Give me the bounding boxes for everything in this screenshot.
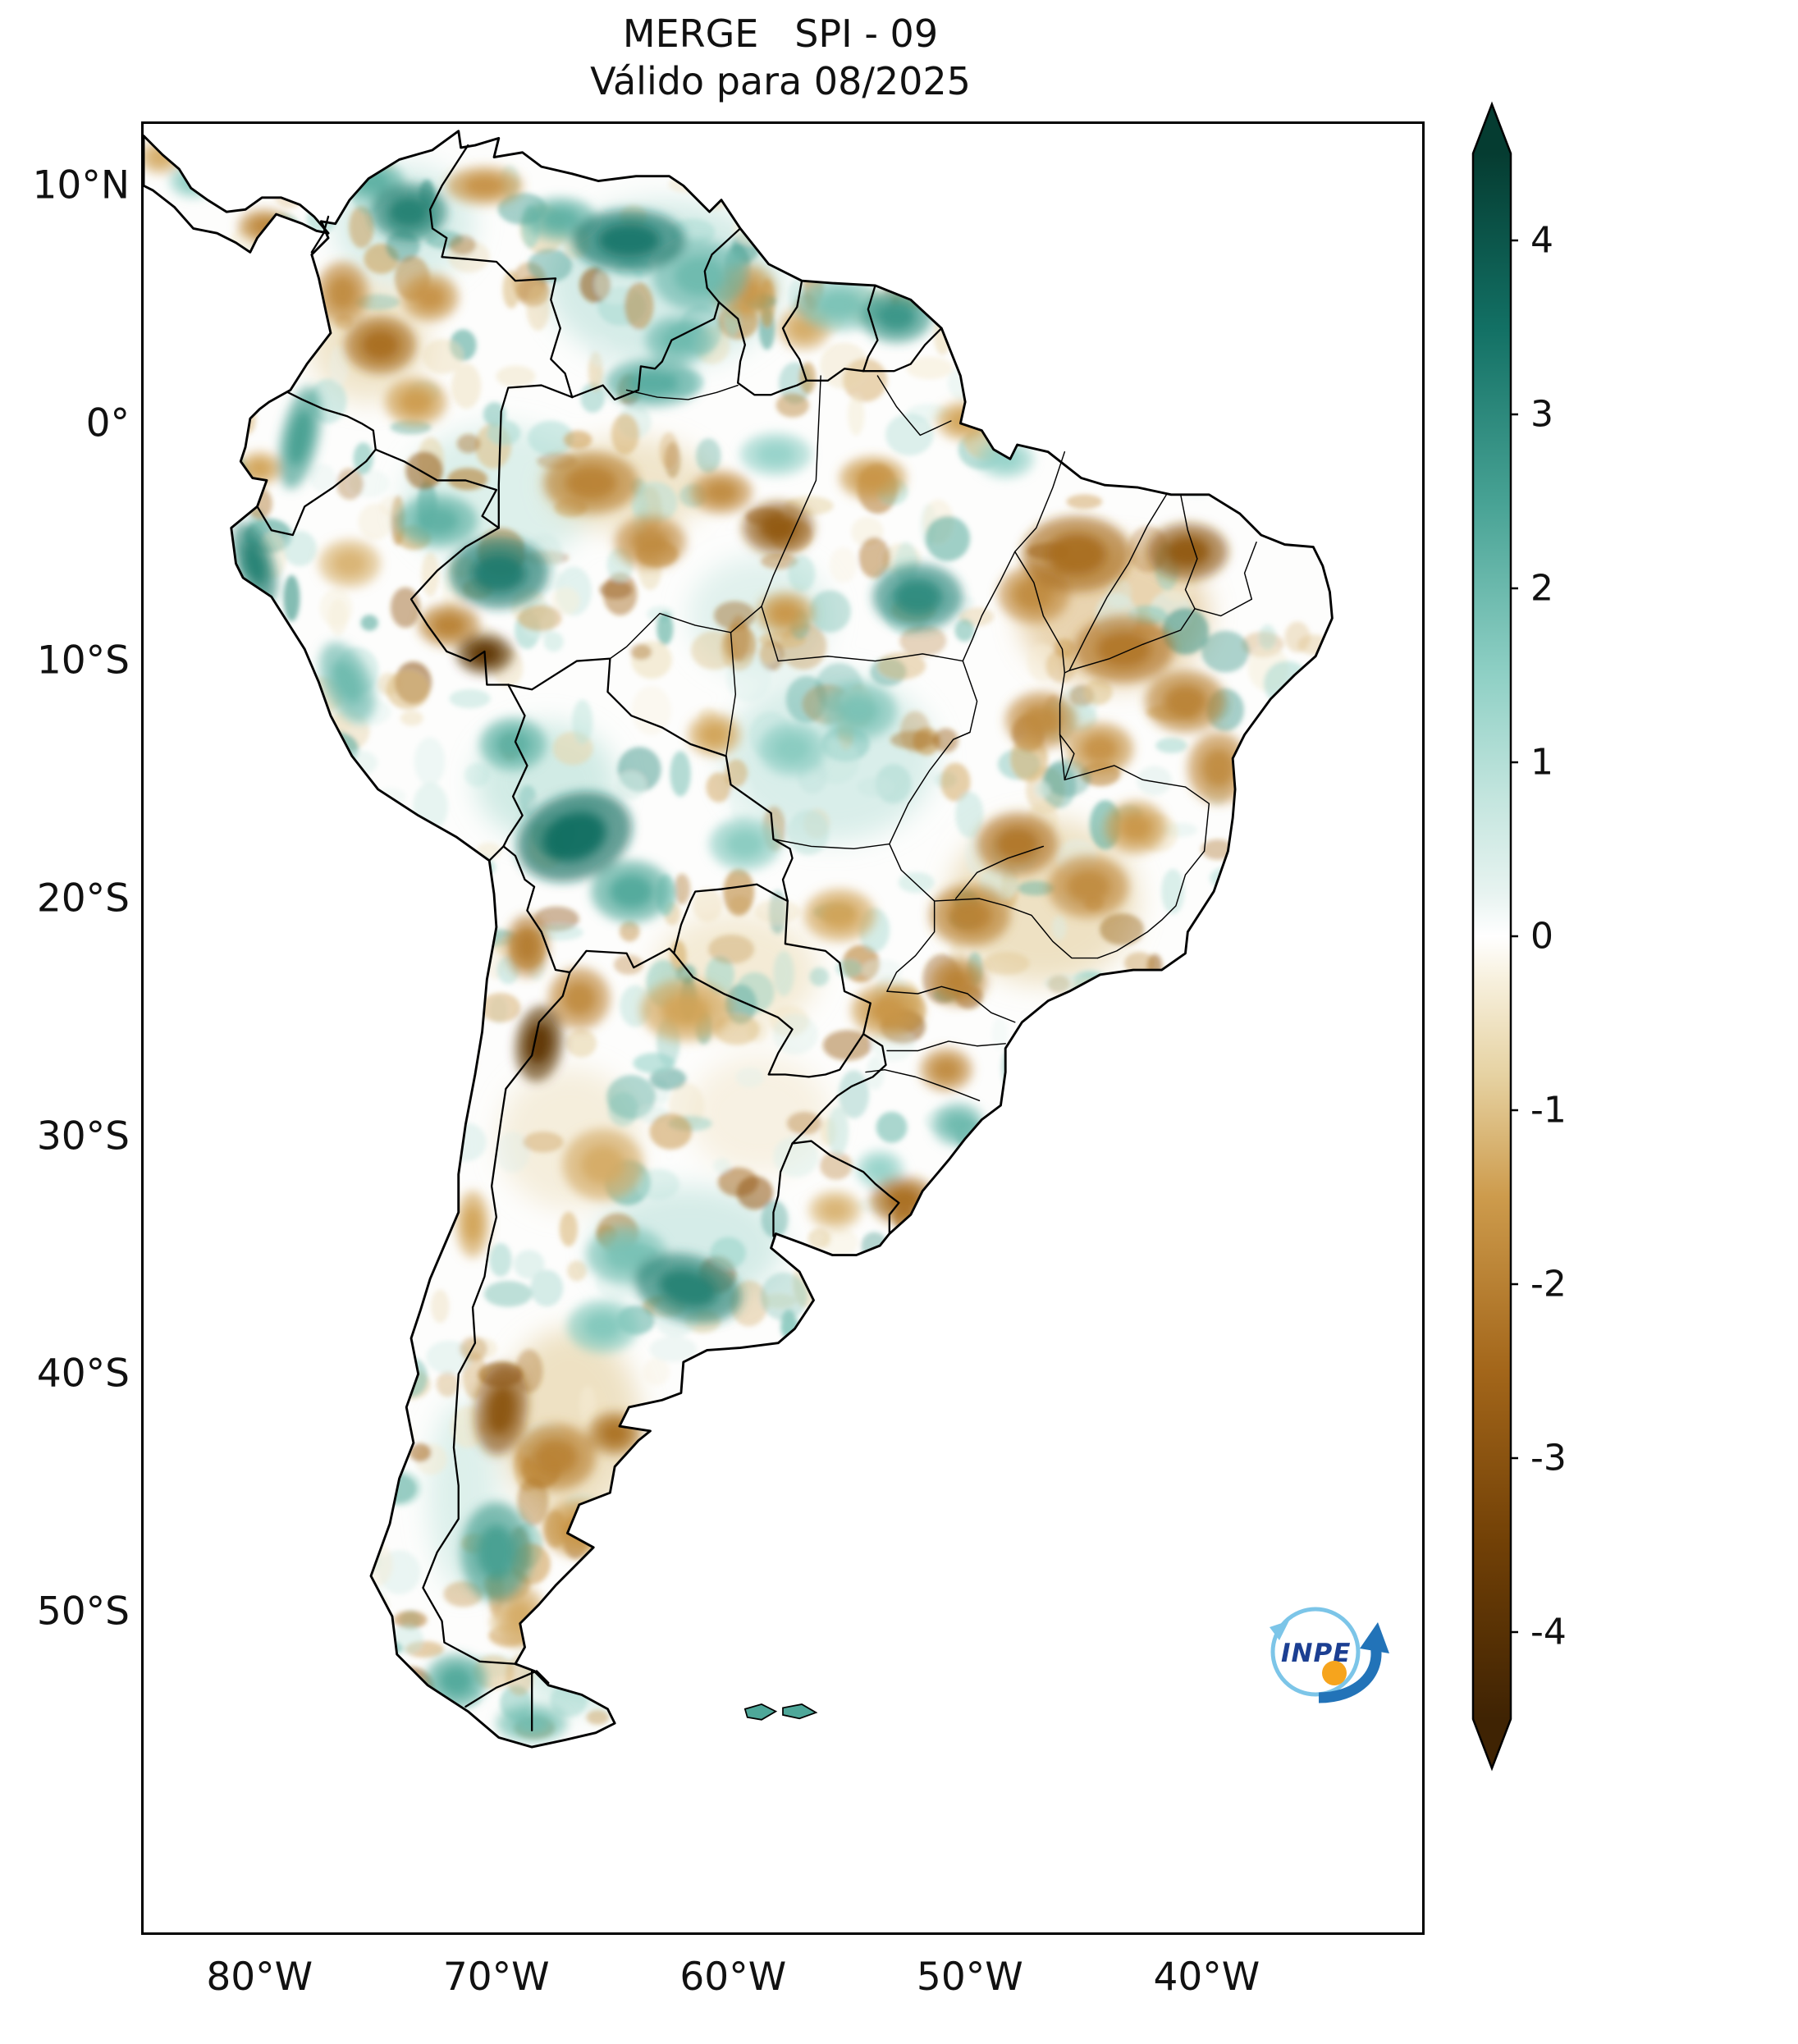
- x-axis-tick-label: 50°W: [916, 1955, 1023, 2000]
- chart-title-line1: MERGE SPI - 09: [622, 11, 939, 56]
- inpe-logo-circle: [1270, 1607, 1361, 1697]
- colorbar-tick-label: 1: [1530, 741, 1553, 784]
- y-axis-tick-label: 50°S: [36, 1589, 130, 1635]
- inpe-logo-small-arrowhead-icon: [1270, 1621, 1289, 1640]
- x-axis-tick-label: 70°W: [442, 1955, 550, 2000]
- inpe-logo-orange-dot-icon: [1322, 1661, 1347, 1685]
- y-axis-tick-label: 30°S: [36, 1113, 130, 1159]
- colorbar-tick-label: -1: [1530, 1089, 1567, 1132]
- x-axis-tick-label: 60°W: [679, 1955, 787, 2000]
- y-axis-tick-label: 10°N: [32, 162, 130, 208]
- colorbar-tick-label: -3: [1530, 1437, 1567, 1479]
- colorbar-tick-label: 2: [1530, 567, 1553, 610]
- country-borders: [256, 144, 943, 1731]
- state-borders: [609, 375, 1257, 1102]
- colorbar-tick-label: 3: [1530, 393, 1553, 436]
- y-axis-tick-label: 20°S: [36, 876, 130, 921]
- colorbar-tick-label: -2: [1530, 1263, 1567, 1306]
- inpe-logo-blue-arrowhead-icon: [1360, 1622, 1389, 1653]
- colorbar-tick-label: -4: [1530, 1611, 1567, 1653]
- colorbar: [1471, 101, 1518, 1772]
- chart-title-line2: Válido para 08/2025: [590, 59, 971, 103]
- x-axis-tick-label: 80°W: [206, 1955, 313, 2000]
- y-axis-tick-label: 40°S: [36, 1351, 130, 1397]
- colorbar-gradient-bar: [1471, 101, 1512, 1772]
- coastline: [144, 130, 1334, 1749]
- colorbar-tick-label: 4: [1530, 219, 1553, 262]
- islands: [743, 1703, 818, 1721]
- land-spi-field: [144, 130, 1333, 1748]
- map-plot-area: INPE: [141, 121, 1425, 1935]
- x-axis-tick-label: 40°W: [1153, 1955, 1260, 2000]
- y-axis-tick-label: 0°: [85, 400, 130, 446]
- y-axis-tick-label: 10°S: [36, 638, 130, 684]
- inpe-logo-blue-arrow-icon: [1318, 1644, 1382, 1703]
- colorbar-tick-label: 0: [1530, 915, 1553, 958]
- south-america-spi-map: [144, 130, 1334, 1749]
- inpe-logo: INPE: [1270, 1607, 1389, 1703]
